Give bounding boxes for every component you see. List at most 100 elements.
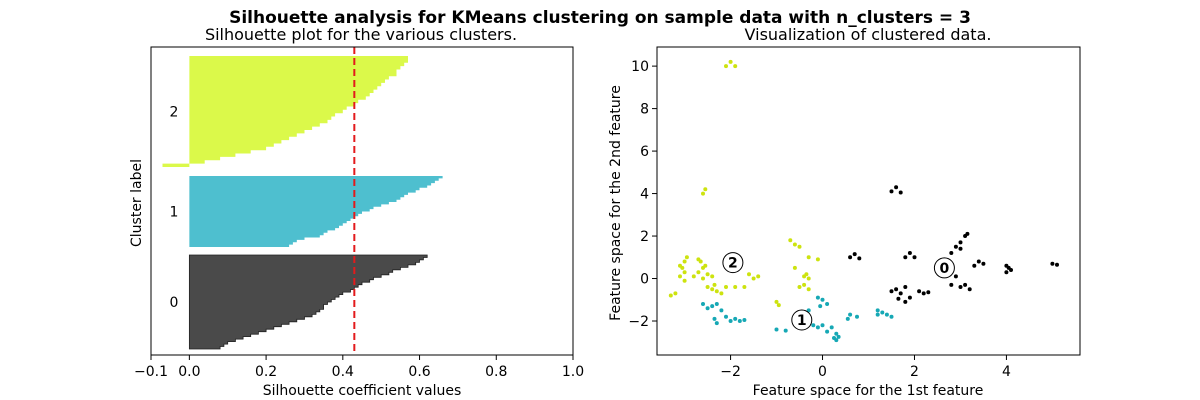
- silhouette-plot-frame: [150, 46, 574, 356]
- scatter-point-cluster-1: [742, 318, 747, 322]
- y-tick-label: 6: [640, 144, 649, 160]
- scatter-point-cluster-0: [852, 252, 857, 257]
- scatter-point-cluster-1: [820, 323, 825, 328]
- silhouette-x-ticks: −0.1 0.0 0.2 0.4 0.6 0.8 1.0: [134, 355, 584, 380]
- scatter-point-cluster-2: [806, 287, 811, 292]
- scatter-point-cluster-1: [701, 302, 705, 306]
- scatter-point-cluster-2: [733, 285, 738, 289]
- x-tick-label: 0.0: [178, 364, 200, 380]
- scatter-point-cluster-0: [953, 274, 958, 279]
- scatter-point-cluster-2: [815, 257, 820, 262]
- scatter-point-cluster-2: [691, 274, 696, 279]
- scatter-point-cluster-1: [737, 319, 742, 323]
- scatter-point-cluster-0: [912, 255, 917, 260]
- scatter-point-cluster-2: [712, 282, 717, 287]
- scatter-point-cluster-0: [889, 189, 894, 194]
- cluster-centers: 0 1 2: [722, 252, 955, 331]
- scatter-point-cluster-0: [1004, 270, 1009, 275]
- scatter-point-cluster-2: [788, 238, 793, 243]
- scatter-point-cluster-2: [684, 255, 689, 260]
- scatter-point-cluster-0: [1004, 263, 1009, 268]
- scatter-point-cluster-0: [949, 251, 954, 255]
- scatter-point-cluster-0: [953, 244, 958, 249]
- scatter-point-cluster-0: [926, 290, 931, 295]
- silhouette-fill-cluster-2: [162, 56, 408, 167]
- scatter-point-cluster-1: [825, 302, 830, 306]
- scatter-point-cluster-2: [696, 270, 701, 275]
- silhouette-x-label: Silhouette coefficient values: [263, 383, 462, 399]
- y-tick-label: 4: [640, 187, 649, 203]
- cluster-label: 1: [170, 205, 179, 221]
- scatter-point-cluster-2: [747, 272, 751, 277]
- cluster-center-label: 1: [797, 313, 807, 329]
- scatter-point-cluster-1: [845, 316, 850, 321]
- scatter-point-cluster-2: [673, 291, 678, 296]
- scatter-point-cluster-1: [829, 325, 834, 330]
- scatter-point-cluster-2: [728, 59, 733, 64]
- scatter-point-cluster-0: [903, 299, 908, 304]
- scatter-points: [668, 59, 1059, 343]
- x-tick-label: 2: [910, 364, 919, 380]
- scatter-y-label: Feature space for the 2nd feature: [608, 85, 624, 321]
- scatter-point-cluster-0: [965, 231, 970, 236]
- cluster-center-marker: [933, 257, 955, 279]
- scatter-point-cluster-1: [818, 304, 823, 309]
- scatter-point-cluster-2: [733, 64, 738, 69]
- x-tick-label: 0.8: [485, 364, 507, 380]
- scatter-point-cluster-1: [820, 297, 825, 302]
- scatter-point-cluster-1: [724, 314, 728, 319]
- scatter-point-cluster-1: [728, 319, 733, 323]
- y-tick-label: 8: [640, 102, 649, 118]
- cluster-label: 0: [170, 295, 179, 311]
- cluster-center-label: 2: [728, 256, 738, 272]
- scatter-point-cluster-2: [703, 263, 708, 268]
- scatter-point-cluster-1: [834, 331, 839, 336]
- scatter-point-cluster-1: [705, 306, 710, 311]
- scatter-point-cluster-2: [774, 299, 779, 304]
- scatter-point-cluster-1: [811, 323, 816, 328]
- scatter-point-cluster-1: [834, 338, 839, 343]
- scatter-point-cluster-2: [710, 274, 715, 279]
- scatter-point-cluster-0: [898, 190, 903, 195]
- scatter-point-cluster-0: [848, 255, 853, 260]
- scatter-plot-frame: [656, 46, 1081, 356]
- cluster-center-marker: [722, 252, 744, 274]
- scatter-point-cluster-2: [797, 244, 802, 249]
- silhouette-fill-cluster-1: [189, 176, 443, 247]
- scatter-point-cluster-2: [678, 263, 682, 268]
- scatter-point-cluster-0: [963, 282, 968, 287]
- scatter-point-cluster-2: [792, 242, 797, 247]
- scatter-point-cluster-1: [825, 329, 830, 334]
- scatter-point-cluster-1: [733, 316, 738, 321]
- scatter-point-cluster-0: [1009, 268, 1013, 272]
- cluster-label: 2: [170, 105, 179, 121]
- scatter-point-cluster-2: [756, 274, 761, 279]
- scatter-point-cluster-2: [714, 289, 719, 294]
- x-tick-label: 0.4: [332, 364, 354, 380]
- scatter-point-cluster-0: [1055, 262, 1059, 267]
- y-tick-label: 10: [631, 59, 649, 75]
- scatter-x-ticks: −2 0 2 4: [720, 355, 1011, 380]
- scatter-point-cluster-0: [896, 296, 901, 301]
- scatter-point-cluster-1: [714, 302, 719, 306]
- x-tick-label: 1.0: [562, 364, 584, 380]
- scatter-point-cluster-2: [678, 274, 682, 279]
- scatter-point-cluster-0: [894, 185, 899, 190]
- scatter-point-cluster-0: [967, 287, 972, 292]
- scatter-x-label: Feature space for the 1st feature: [753, 383, 984, 399]
- scatter-point-cluster-0: [958, 285, 963, 289]
- scatter-point-cluster-1: [889, 314, 894, 319]
- scatter-point-cluster-2: [792, 265, 797, 270]
- scatter-point-cluster-0: [949, 282, 954, 287]
- scatter-point-cluster-0: [903, 285, 908, 289]
- scatter-point-cluster-1: [712, 316, 717, 321]
- x-tick-label: 0: [818, 364, 827, 380]
- scatter-point-cluster-1: [710, 304, 715, 309]
- scatter-y-ticks: −2 0 2 4 6 8 10: [628, 59, 657, 330]
- scatter-point-cluster-1: [848, 312, 853, 317]
- scatter-point-cluster-2: [806, 276, 811, 281]
- x-tick-label: 0.2: [255, 364, 277, 380]
- cluster-center-marker: [791, 309, 813, 331]
- scatter-point-cluster-2: [682, 278, 687, 283]
- scatter-point-cluster-2: [710, 287, 715, 292]
